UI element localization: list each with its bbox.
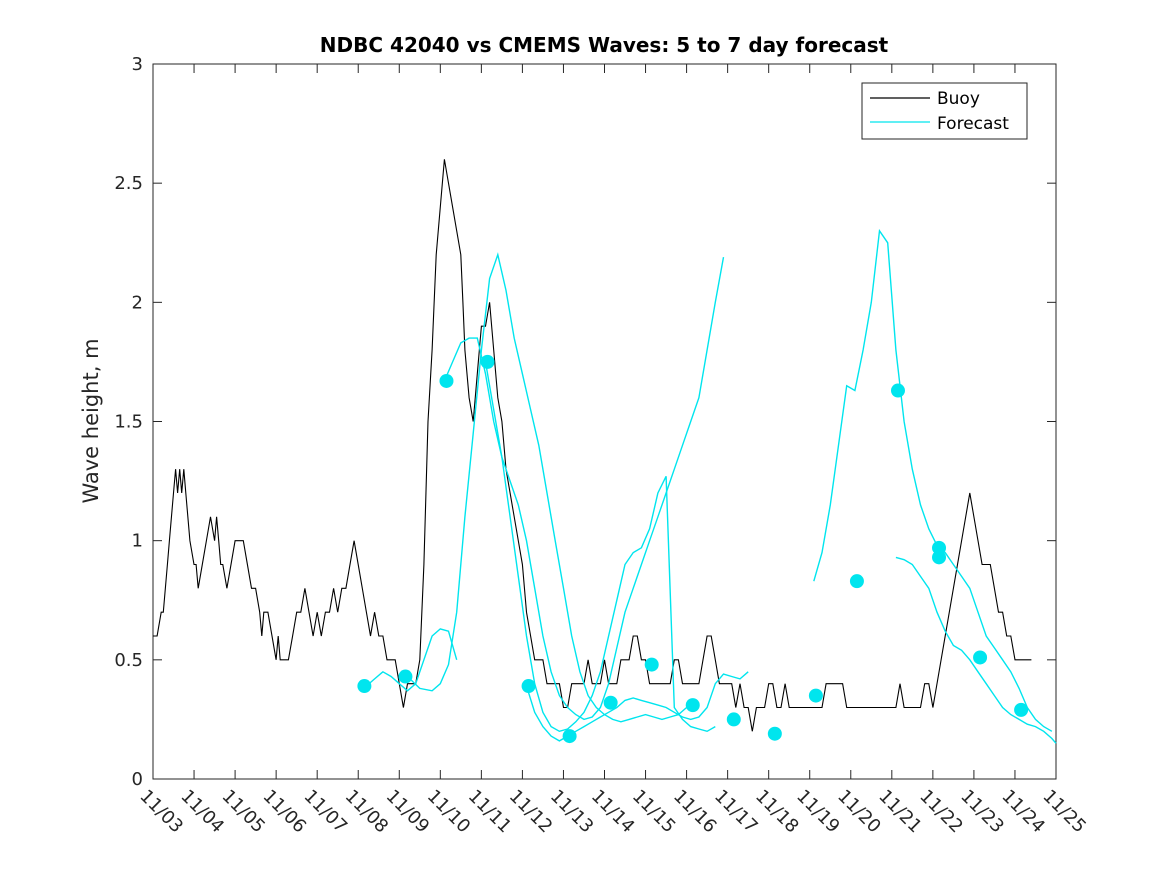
y-tick-label: 2 — [132, 292, 143, 313]
forecast-marker — [849, 574, 864, 589]
legend-box — [861, 82, 1028, 140]
forecast-marker — [890, 383, 905, 398]
buoy-series-line — [153, 159, 1032, 732]
legend: Buoy Forecast — [861, 82, 1028, 140]
forecast-marker — [973, 650, 988, 665]
forecast-marker — [726, 712, 741, 727]
legend-buoy-label: Buoy — [937, 89, 980, 109]
forecast-marker — [439, 373, 454, 388]
forecast-marker — [767, 726, 782, 741]
y-tick-label: 3 — [132, 54, 143, 75]
forecast-series-line — [895, 556, 1057, 744]
forecast-series-line — [407, 252, 688, 723]
y-axis-label: Wave height, m — [79, 338, 103, 503]
forecast-marker — [808, 688, 823, 703]
y-tick-label: 1 — [132, 531, 143, 552]
forecast-series-line — [484, 361, 716, 733]
forecast-marker — [932, 550, 947, 565]
forecast-marker — [603, 695, 618, 710]
y-tick-label: 1.5 — [114, 412, 143, 433]
forecast-marker — [644, 657, 659, 672]
forecast-marker — [562, 729, 577, 744]
y-tick-label: 0.5 — [114, 650, 143, 671]
forecast-series-line — [813, 228, 1053, 732]
forecast-marker — [357, 679, 372, 694]
forecast-marker — [1014, 702, 1029, 717]
legend-forecast-label: Forecast — [937, 114, 1009, 134]
forecast-marker — [480, 354, 495, 369]
chart-title: NDBC 42040 vs CMEMS Waves: 5 to 7 day fo… — [320, 33, 889, 57]
forecast-marker — [685, 698, 700, 713]
forecast-marker — [521, 679, 536, 694]
forecast-series-line — [443, 256, 725, 721]
y-tick-label: 2.5 — [114, 173, 143, 194]
y-tick-label: 0 — [132, 769, 143, 790]
forecast-marker — [398, 669, 413, 684]
forecast-series-line — [365, 628, 458, 692]
